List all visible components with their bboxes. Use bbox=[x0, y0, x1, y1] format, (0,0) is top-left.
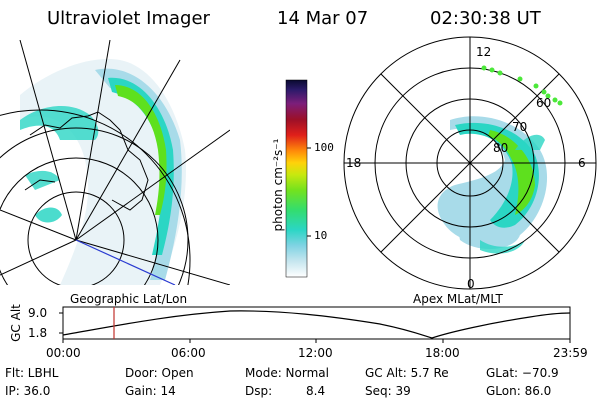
altitude-curve bbox=[62, 310, 571, 339]
altitude-ytick-9: 9.0 bbox=[28, 306, 48, 320]
time-tick-0600: 06:00 bbox=[171, 346, 206, 360]
status-seq: Seq: 39 bbox=[365, 384, 411, 398]
mlat-label-60: 60 bbox=[536, 96, 552, 110]
mlat-label-80: 80 bbox=[493, 141, 509, 155]
status-filter: Flt: LBHL bbox=[5, 366, 59, 380]
status-mode: Mode: Normal bbox=[245, 366, 329, 380]
geographic-panel bbox=[0, 40, 230, 285]
altitude-plot bbox=[59, 306, 571, 343]
status-glat: GLat: −70.9 bbox=[486, 366, 559, 380]
colorbar bbox=[285, 79, 308, 278]
status-ip: IP: 36.0 bbox=[5, 384, 51, 398]
mlat-label-70: 70 bbox=[512, 120, 528, 134]
instrument-title: Ultraviolet Imager bbox=[47, 8, 210, 29]
status-gain: Gain: 14 bbox=[125, 384, 176, 398]
polar-caption: Apex MLat/MLT bbox=[413, 292, 503, 306]
date-label: 14 Mar 07 bbox=[277, 8, 369, 29]
colorbar-tick-10: 10 bbox=[314, 229, 328, 242]
altitude-axis-label: GC Alt bbox=[9, 304, 23, 342]
status-dsp-label: Dsp: bbox=[245, 384, 273, 398]
geographic-caption: Geographic Lat/Lon bbox=[70, 292, 188, 306]
polar-panel bbox=[343, 36, 597, 290]
time-tick-1200: 12:00 bbox=[298, 346, 333, 360]
mlt-label-12: 12 bbox=[476, 45, 492, 59]
mlt-label-18: 18 bbox=[346, 156, 362, 170]
time-tick-0000: 00:00 bbox=[46, 346, 81, 360]
dayside-dots bbox=[481, 65, 563, 106]
time-tick-1800: 18:00 bbox=[425, 346, 460, 360]
colorbar-unit-label: photon cm⁻²s⁻¹ bbox=[271, 138, 285, 232]
mlt-label-0: 0 bbox=[467, 277, 475, 291]
time-tick-2359: 23:59 bbox=[553, 346, 588, 360]
status-gc-alt: GC Alt: 5.7 Re bbox=[365, 366, 449, 380]
status-dsp-value: 8.4 bbox=[306, 384, 326, 398]
mlt-label-6: 6 bbox=[578, 156, 586, 170]
status-door: Door: Open bbox=[125, 366, 194, 380]
altitude-ytick-1-8: 1.8 bbox=[28, 326, 48, 340]
status-glon: GLon: 86.0 bbox=[486, 384, 552, 398]
subsolar-line bbox=[75, 239, 176, 285]
time-label: 02:30:38 UT bbox=[430, 8, 541, 29]
colorbar-tick-100: 100 bbox=[314, 141, 334, 154]
